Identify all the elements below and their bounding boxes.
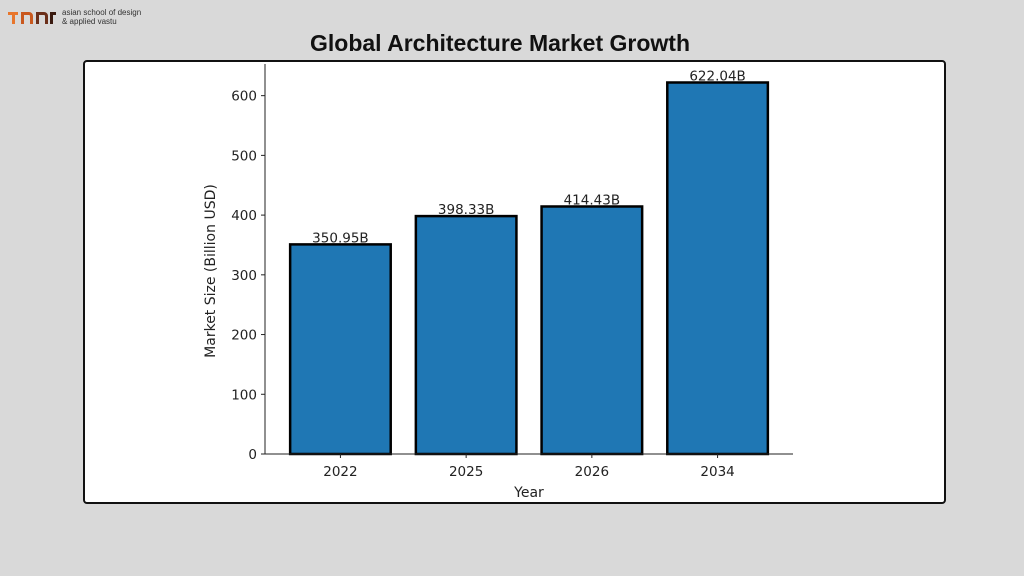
y-tick-label: 600 bbox=[231, 89, 257, 105]
bar-2025 bbox=[414, 214, 518, 456]
y-tick-label: 100 bbox=[231, 387, 257, 403]
y-tick-label: 200 bbox=[231, 328, 257, 344]
x-tick-label: 2025 bbox=[449, 464, 483, 480]
logo-text-line1: asian school of design bbox=[62, 8, 142, 17]
chart-title: Global Architecture Market Growth bbox=[310, 30, 690, 56]
y-tick-label: 400 bbox=[231, 208, 257, 224]
data-label: 350.95B bbox=[312, 230, 369, 246]
bar-2026 bbox=[540, 205, 644, 456]
bar-2022 bbox=[288, 243, 392, 456]
x-tick-label: 2026 bbox=[575, 464, 609, 480]
x-tick-label: 2022 bbox=[323, 464, 357, 480]
data-label: 622.04B bbox=[689, 68, 746, 84]
x-axis-label: Year bbox=[513, 485, 544, 501]
data-label: 414.43B bbox=[564, 192, 621, 208]
bar-2034 bbox=[666, 81, 770, 456]
logo: asian school of design & applied vastu bbox=[8, 8, 141, 26]
y-axis-label: Market Size (Billion USD) bbox=[203, 184, 219, 358]
logo-mark-icon bbox=[8, 12, 56, 24]
y-tick-label: 300 bbox=[231, 268, 257, 284]
logo-text-line2: & applied vastu bbox=[62, 17, 117, 26]
y-tick-label: 0 bbox=[248, 447, 257, 463]
y-tick-label: 500 bbox=[231, 148, 257, 164]
data-label: 398.33B bbox=[438, 202, 495, 218]
x-tick-label: 2034 bbox=[700, 464, 734, 480]
